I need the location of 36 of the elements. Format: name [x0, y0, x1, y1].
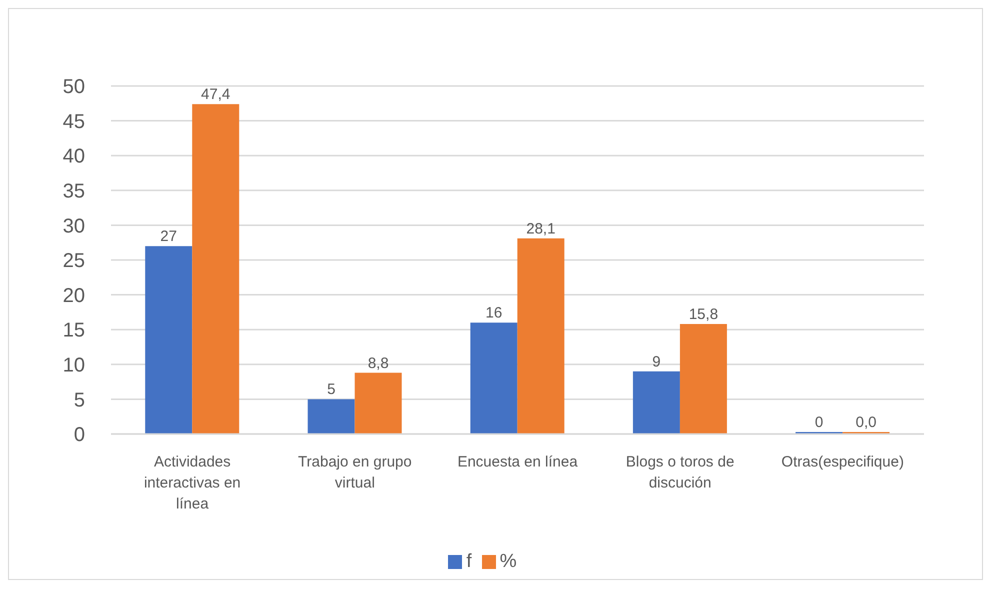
y-tick-label: 30 [62, 215, 85, 238]
data-label: 9 [652, 353, 661, 370]
bar [354, 372, 402, 434]
y-tick-label: 45 [62, 110, 85, 133]
legend-label: f [466, 551, 472, 572]
data-label: 0 [814, 414, 824, 431]
x-tick-label: Blogs o toros de discución [626, 454, 734, 492]
bar [308, 399, 355, 434]
x-tick-label: Actividades interactivas en línea [144, 454, 241, 513]
bar [517, 238, 564, 434]
y-tick-label: 20 [62, 284, 85, 307]
data-label: 28,1 [526, 220, 556, 238]
bar [632, 371, 680, 434]
data-label: 0,0 [856, 414, 876, 431]
y-tick-label: 5 [74, 389, 85, 412]
y-tick-label: 10 [62, 354, 85, 376]
x-tick-label: Encuesta en línea [457, 454, 578, 471]
data-label: 15,8 [688, 306, 718, 324]
y-tick-label: 40 [62, 146, 85, 168]
data-label: 5 [327, 381, 336, 398]
legend-label: % [500, 551, 517, 572]
y-tick-label: 25 [62, 250, 85, 272]
bar [145, 246, 192, 434]
bar [680, 324, 727, 434]
data-label: 47,4 [201, 86, 230, 104]
x-tick-label: Trabajo en grupo virtual [298, 454, 412, 492]
data-label: 16 [486, 304, 502, 322]
y-tick-label: 15 [62, 320, 85, 342]
y-tick-label: 35 [62, 180, 85, 202]
bar [192, 104, 240, 434]
data-label: 27 [160, 228, 177, 246]
data-label: 8,8 [368, 354, 389, 372]
x-tick-label: Otras(especifique) [781, 454, 904, 471]
bar [470, 322, 518, 434]
y-tick-label: 0 [74, 424, 85, 446]
y-tick-label: 50 [62, 76, 85, 98]
